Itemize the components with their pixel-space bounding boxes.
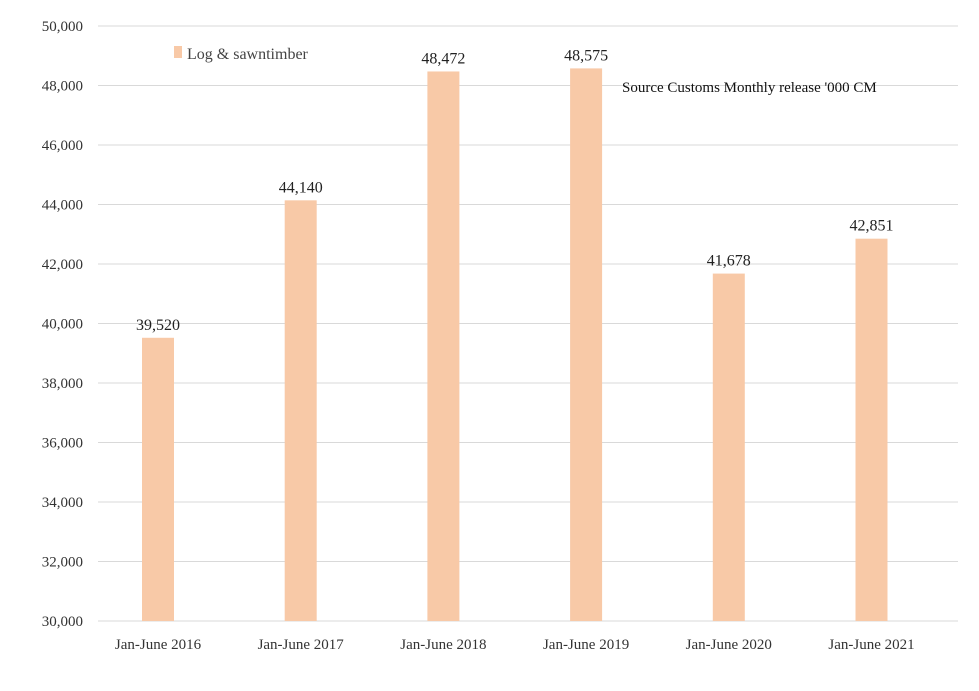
category-label: Jan-June 2017 [258, 637, 345, 653]
gridlines [98, 25, 958, 622]
data-label: 39,520 [136, 317, 180, 334]
bar [712, 273, 745, 621]
data-label: 42,851 [850, 218, 894, 235]
y-tick-label: 34,000 [42, 495, 83, 511]
bar [855, 238, 888, 622]
y-axis-tick-labels: 30,000 32,000 34,000 36,000 38,000 40,000 42,0… [42, 19, 83, 630]
data-label: 41,678 [707, 253, 751, 270]
x-axis-category-labels: Jan-June 2016 Jan-June 2017 Jan-June 2018 J… [115, 637, 915, 653]
y-tick-label: 32,000 [42, 555, 83, 571]
y-tick-label: 48,000 [42, 79, 83, 95]
category-label: Jan-June 2016 [115, 637, 202, 653]
bars [142, 68, 888, 622]
y-tick-label: 46,000 [42, 138, 83, 154]
y-tick-label: 38,000 [42, 376, 83, 392]
y-tick-label: 40,000 [42, 317, 83, 333]
y-tick-label: 30,000 [42, 614, 83, 630]
category-label: Jan-June 2021 [828, 637, 914, 653]
source-annotation: Source Customs Monthly release '000 CM [622, 80, 877, 96]
category-label: Jan-June 2019 [543, 637, 629, 653]
data-label: 44,140 [279, 179, 323, 196]
y-tick-label: 36,000 [42, 436, 83, 452]
y-tick-label: 42,000 [42, 257, 83, 273]
y-tick-label: 44,000 [42, 198, 83, 214]
category-label: Jan-June 2018 [400, 637, 486, 653]
bar [570, 68, 603, 622]
legend-label: Log & sawntimber [187, 46, 309, 63]
bar [284, 200, 317, 621]
bar [142, 337, 174, 621]
data-label: 48,575 [564, 47, 608, 64]
bar [427, 71, 460, 621]
legend-swatch [174, 46, 182, 58]
category-label: Jan-June 2020 [686, 637, 772, 653]
legend: Log & sawntimber [174, 46, 309, 63]
y-tick-label: 50,000 [42, 19, 83, 35]
data-labels: 39,520 44,140 48,472 48,575 41,678 42,851 [136, 47, 894, 333]
data-label: 48,472 [421, 50, 465, 67]
